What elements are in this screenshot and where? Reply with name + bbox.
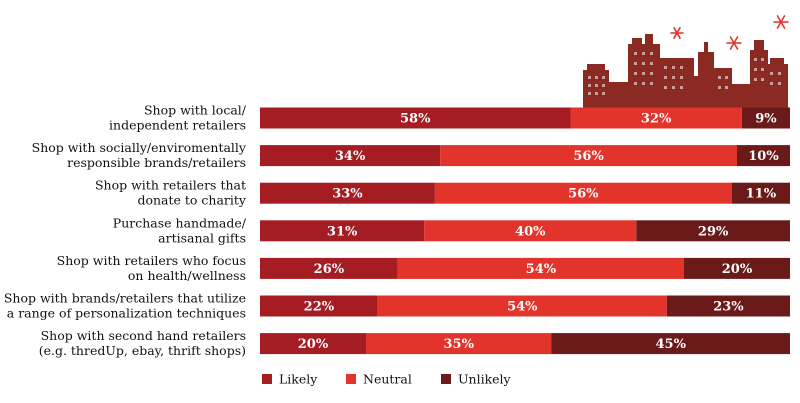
legend-swatch-unlikely — [441, 374, 451, 384]
data-label: 35% — [444, 337, 475, 352]
data-label: 31% — [327, 224, 358, 239]
data-label: 29% — [698, 224, 729, 239]
bar-segment-likely — [260, 220, 425, 242]
bar-segment-neutral — [424, 220, 637, 242]
category-label: Shop with retailers who focus on health/w… — [57, 253, 246, 283]
data-label: 26% — [314, 262, 345, 277]
data-label: 58% — [400, 112, 431, 127]
bar-segment-unlikely — [636, 220, 790, 242]
data-label: 45% — [656, 337, 687, 352]
category-label: Shop with local/independent retailers — [109, 103, 247, 133]
bar-segment-likely — [260, 257, 398, 279]
data-label: 20% — [722, 262, 753, 277]
data-label: 10% — [748, 149, 779, 164]
city-skyline-icon — [583, 34, 788, 108]
bar-segment-unlikely — [741, 107, 790, 129]
snowflake-icon — [670, 15, 789, 50]
data-label: 33% — [332, 187, 363, 202]
legend-label-neutral: Neutral — [363, 372, 412, 387]
bar-segment-neutral — [570, 107, 742, 129]
data-label: 54% — [526, 262, 557, 277]
legend-swatch-likely — [262, 374, 272, 384]
data-label: 40% — [515, 224, 546, 239]
bar-segment-unlikely — [666, 295, 790, 317]
bar-segment-unlikely — [731, 182, 790, 204]
bar-segment-likely — [260, 182, 435, 204]
bar-segment-neutral — [366, 333, 552, 355]
bar-segment-unlikely — [551, 333, 790, 355]
bar-segment-likely — [260, 295, 378, 317]
bar-segment-unlikely — [737, 145, 790, 167]
bar-segment-neutral — [440, 145, 737, 167]
data-label: 22% — [304, 300, 335, 315]
data-label: 54% — [507, 300, 538, 315]
legend-label-likely: Likely — [279, 372, 318, 387]
data-label: 20% — [298, 337, 329, 352]
data-label: 23% — [713, 300, 744, 315]
bar-segment-unlikely — [684, 257, 790, 279]
bar-segment-neutral — [377, 295, 667, 317]
bar-segment-neutral — [397, 257, 684, 279]
data-label: 11% — [746, 187, 777, 202]
data-label: 34% — [335, 149, 366, 164]
data-label: 56% — [573, 149, 604, 164]
data-label: 9% — [755, 112, 777, 127]
data-label: 32% — [641, 112, 672, 127]
category-label: Shop with retailers that donate to charit… — [95, 178, 247, 208]
bar-segment-likely — [260, 145, 441, 167]
legend-label-unlikely: Unlikely — [458, 372, 512, 387]
category-label: Shop with second hand retailers (e.g. thr… — [39, 328, 246, 358]
bar-segment-likely — [260, 333, 366, 355]
bar-segment-likely — [260, 107, 571, 129]
bar-segment-neutral — [434, 182, 732, 204]
category-label: Purchase handmade/artisanal gifts — [113, 215, 247, 245]
data-label: 56% — [568, 187, 599, 202]
category-label: Shop with socially/enviromentally respons… — [32, 140, 247, 170]
legend-swatch-neutral — [346, 374, 356, 384]
category-label: Shop with brands/retailers that utilize a… — [4, 291, 246, 321]
